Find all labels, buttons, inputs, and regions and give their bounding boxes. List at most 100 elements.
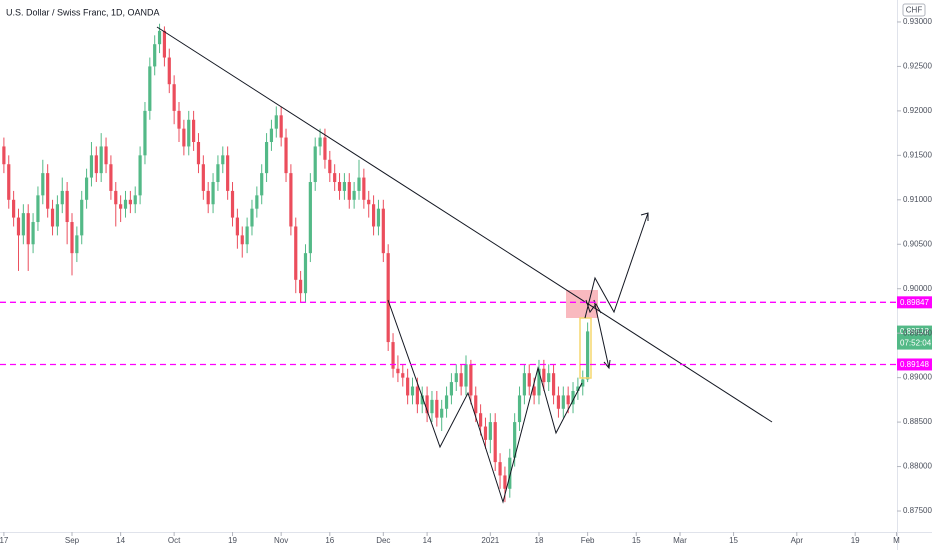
x-tick-label: 17: [0, 536, 9, 545]
candle-body: [201, 164, 205, 191]
last-price-box: [897, 325, 932, 350]
candle-body: [143, 110, 147, 156]
candle-body: [138, 155, 142, 196]
x-tick-label: Dec: [376, 536, 390, 545]
candle-body: [532, 386, 536, 396]
currency-box: [902, 3, 926, 17]
y-tick-label: 0.90000: [903, 284, 932, 293]
candle-body: [31, 222, 35, 245]
x-tick-label: 2021: [481, 536, 499, 545]
candle-body: [342, 182, 347, 191]
candle-body: [123, 199, 128, 209]
candle-body: [2, 146, 6, 165]
candle-body: [542, 368, 546, 383]
candle-body: [493, 422, 497, 463]
candle-body: [177, 110, 181, 129]
candle-body: [440, 408, 444, 418]
x-tick-label: 15: [632, 536, 641, 545]
candle-body: [435, 399, 439, 418]
candle-body: [527, 373, 531, 387]
candle-body: [537, 368, 541, 396]
candle-body: [401, 373, 405, 378]
candle-body: [508, 457, 512, 489]
candle-body: [479, 413, 483, 427]
candle-body: [498, 462, 502, 476]
candle-body: [7, 164, 11, 200]
candle-body: [226, 155, 230, 191]
bear-path: [593, 299, 610, 369]
candle-body: [396, 368, 400, 374]
candle-body: [235, 217, 239, 236]
candle-body: [328, 159, 332, 174]
candle-body: [114, 190, 118, 205]
level-label-box: [897, 358, 932, 371]
candle-body: [41, 173, 45, 196]
candle-body: [415, 386, 419, 405]
candle-body: [89, 155, 94, 178]
candle-body: [75, 235, 79, 254]
candle-body: [430, 399, 434, 414]
candle-body: [371, 204, 376, 227]
candle-body: [104, 146, 108, 165]
y-tick-label: 0.88000: [903, 462, 932, 471]
candle-body: [128, 199, 132, 205]
x-tick-label: 14: [423, 536, 432, 545]
y-tick-label: 0.93000: [903, 17, 932, 26]
candle-body: [449, 382, 454, 396]
candle-body: [260, 173, 264, 196]
candle-body: [221, 155, 225, 165]
zigzag: [387, 299, 583, 504]
candle-body: [586, 331, 590, 380]
candle-body: [333, 173, 337, 183]
candle-body: [289, 173, 293, 227]
candle-body: [517, 395, 522, 423]
candle-body: [148, 66, 152, 111]
x-tick-label: Feb: [581, 536, 595, 545]
candle-body: [21, 213, 25, 236]
candle-body: [362, 177, 366, 200]
candle-body: [255, 195, 259, 209]
candle-body: [323, 137, 327, 160]
candle-body: [551, 373, 556, 396]
candle-body: [172, 84, 176, 111]
y-tick-label: 0.92000: [903, 106, 932, 115]
x-tick-label: 18: [535, 536, 544, 545]
candle-body: [488, 422, 492, 440]
candle-body: [284, 137, 288, 174]
x-tick-label: M: [893, 536, 900, 545]
candle-body: [46, 173, 50, 209]
candle-body: [216, 164, 220, 183]
candle-body: [133, 195, 137, 205]
candle-body: [367, 199, 371, 205]
y-tick-label: 0.88500: [903, 417, 932, 426]
x-tick-label: 15: [729, 536, 738, 545]
level-label: 0.89148: [900, 360, 929, 369]
candle-body: [65, 190, 69, 223]
countdown-label: 07:52:04: [900, 339, 932, 348]
x-tick-label: 16: [325, 536, 334, 545]
candle-body: [264, 142, 269, 174]
candle-body: [119, 204, 123, 209]
candle-body: [36, 195, 40, 223]
candle-body: [157, 30, 162, 45]
candle-body: [279, 115, 283, 138]
candle-body: [274, 115, 278, 129]
drawings: [156, 26, 773, 504]
candle-body: [84, 177, 89, 200]
candle-body: [294, 226, 298, 280]
candle-body: [376, 208, 381, 227]
candle-body: [55, 204, 60, 227]
candle-body: [240, 235, 244, 245]
x-tick-label: 19: [228, 536, 237, 545]
candle-body: [522, 373, 526, 396]
level-label-box: [897, 296, 932, 309]
y-tick-label: 0.91000: [903, 195, 932, 204]
candle-body: [581, 379, 585, 387]
candle-body: [80, 199, 84, 236]
candle-body: [420, 395, 424, 405]
candle-body: [357, 177, 361, 191]
candle-body: [187, 119, 191, 147]
candle-body: [99, 146, 103, 174]
trend-line: [156, 26, 773, 423]
